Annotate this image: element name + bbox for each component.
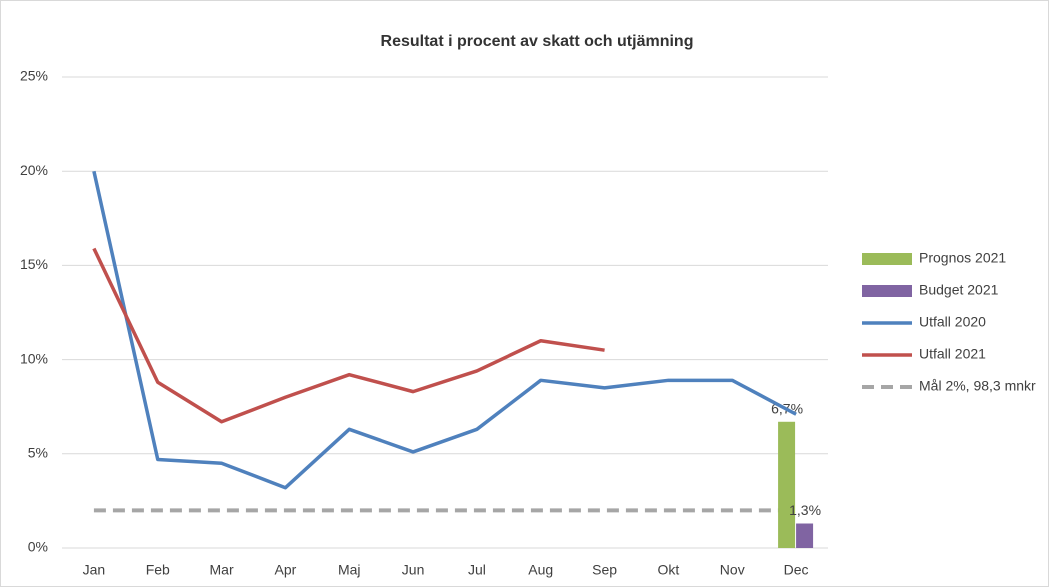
legend-swatch [862,253,912,265]
data-label: 1,3% [789,502,821,518]
x-tick-label: Jun [402,562,425,578]
x-tick-label: Jul [468,562,486,578]
x-tick-label: Maj [338,562,361,578]
y-tick-label: 20% [20,162,48,178]
legend-label: Mål 2%, 98,3 mnkr [919,378,1036,394]
legend-label: Utfall 2021 [919,346,986,362]
x-tick-label: Sep [592,562,617,578]
legend-swatch [862,285,912,297]
x-tick-label: Okt [658,562,680,578]
x-tick-label: Feb [146,562,170,578]
bar [778,421,796,548]
x-tick-label: Aug [528,562,553,578]
x-tick-label: Nov [720,562,745,578]
line [92,170,797,490]
y-tick-label: 10% [20,350,48,366]
legend-label: Budget 2021 [919,282,999,298]
x-tick-label: Apr [275,562,297,578]
y-tick-label: 15% [20,256,48,272]
y-tick-label: 0% [28,539,48,555]
legend-label: Prognos 2021 [919,250,1006,266]
y-tick-label: 25% [20,68,48,84]
x-tick-label: Mar [210,562,234,578]
x-tick-label: Dec [784,562,809,578]
line [92,247,605,424]
bar [796,523,814,548]
x-tick-label: Jan [83,562,106,578]
y-tick-label: 5% [28,445,48,461]
legend-label: Utfall 2020 [919,314,986,330]
chart-title: Resultat i procent av skatt och utjämnin… [381,33,694,50]
